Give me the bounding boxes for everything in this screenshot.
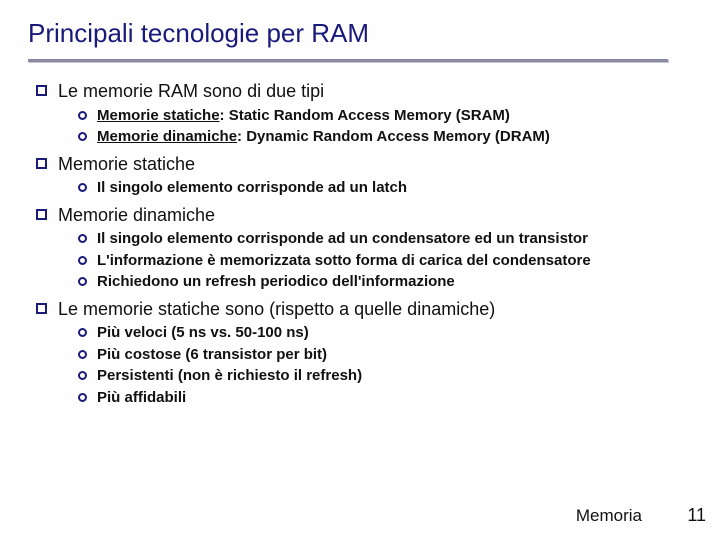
- sub-item-text: Più veloci (5 ns vs. 50-100 ns): [97, 323, 309, 343]
- square-bullet-icon: [36, 85, 47, 96]
- sub-item-text: Il singolo elemento corrisponde ad un la…: [97, 178, 407, 198]
- sub-item-text: Persistenti (non è richiesto il refresh): [97, 366, 362, 386]
- slide: Principali tecnologie per RAM Le memorie…: [0, 0, 720, 540]
- list-item: Le memorie RAM sono di due tipi Memorie …: [36, 80, 692, 147]
- square-bullet-icon: [36, 158, 47, 169]
- sub-list-item: Il singolo elemento corrisponde ad un co…: [78, 229, 692, 249]
- sub-list-item: L'informazione è memorizzata sotto forma…: [78, 251, 692, 271]
- list-item: Memorie statiche Il singolo elemento cor…: [36, 153, 692, 198]
- circle-bullet-icon: [78, 132, 87, 141]
- circle-bullet-icon: [78, 371, 87, 380]
- sub-list: Il singolo elemento corrisponde ad un la…: [36, 178, 692, 198]
- slide-title: Principali tecnologie per RAM: [28, 18, 692, 55]
- circle-bullet-icon: [78, 256, 87, 265]
- square-bullet-icon: [36, 209, 47, 220]
- sub-item-text: Memorie dinamiche: Dynamic Random Access…: [97, 127, 550, 147]
- sub-item-text: Più costose (6 transistor per bit): [97, 345, 327, 365]
- sub-list-item: Più affidabili: [78, 388, 692, 408]
- sub-item-text: L'informazione è memorizzata sotto forma…: [97, 251, 591, 271]
- circle-bullet-icon: [78, 111, 87, 120]
- sub-item-text: Memorie statiche: Static Random Access M…: [97, 106, 510, 126]
- page-number: 11: [687, 505, 706, 526]
- circle-bullet-icon: [78, 328, 87, 337]
- sub-item-text: Richiedono un refresh periodico dell'inf…: [97, 272, 455, 292]
- title-underline: [28, 59, 668, 62]
- footer-label: Memoria: [576, 506, 642, 526]
- circle-bullet-icon: [78, 393, 87, 402]
- sub-list-item: Richiedono un refresh periodico dell'inf…: [78, 272, 692, 292]
- sub-list-item: Memorie dinamiche: Dynamic Random Access…: [78, 127, 692, 147]
- circle-bullet-icon: [78, 277, 87, 286]
- sub-list-item: Il singolo elemento corrisponde ad un la…: [78, 178, 692, 198]
- sub-list-item: Più costose (6 transistor per bit): [78, 345, 692, 365]
- list-item: Memorie dinamiche Il singolo elemento co…: [36, 204, 692, 292]
- circle-bullet-icon: [78, 350, 87, 359]
- list-item-label: Le memorie statiche sono (rispetto a que…: [58, 298, 495, 321]
- sub-item-text: Il singolo elemento corrisponde ad un co…: [97, 229, 588, 249]
- sub-list: Memorie statiche: Static Random Access M…: [36, 106, 692, 147]
- list-item-label: Memorie dinamiche: [58, 204, 215, 227]
- list-item-label: Le memorie RAM sono di due tipi: [58, 80, 324, 103]
- sub-list: Il singolo elemento corrisponde ad un co…: [36, 229, 692, 292]
- list-item: Le memorie statiche sono (rispetto a que…: [36, 298, 692, 408]
- sub-list-item: Più veloci (5 ns vs. 50-100 ns): [78, 323, 692, 343]
- sub-list-item: Memorie statiche: Static Random Access M…: [78, 106, 692, 126]
- square-bullet-icon: [36, 303, 47, 314]
- circle-bullet-icon: [78, 183, 87, 192]
- bullet-list: Le memorie RAM sono di due tipi Memorie …: [28, 80, 692, 407]
- sub-list: Più veloci (5 ns vs. 50-100 ns) Più cost…: [36, 323, 692, 407]
- circle-bullet-icon: [78, 234, 87, 243]
- list-item-label: Memorie statiche: [58, 153, 195, 176]
- sub-item-text: Più affidabili: [97, 388, 186, 408]
- sub-list-item: Persistenti (non è richiesto il refresh): [78, 366, 692, 386]
